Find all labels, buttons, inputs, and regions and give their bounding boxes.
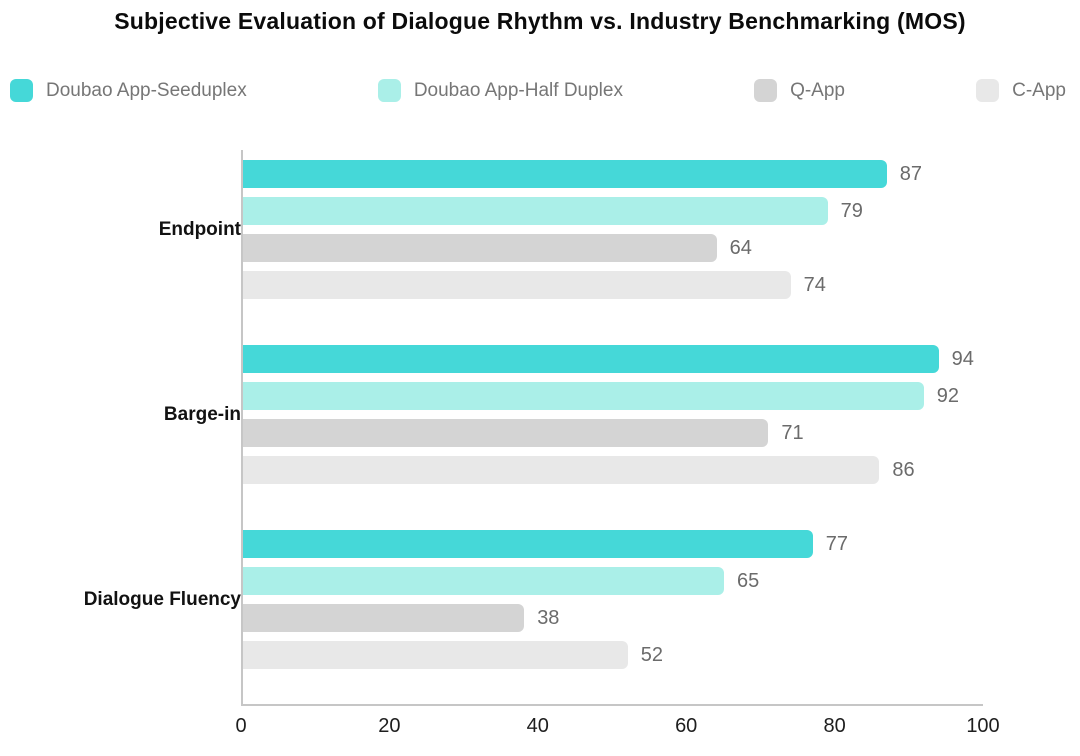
bar-endpoint-doubao-app-half-duplex: [243, 197, 828, 225]
bar-barge-in-doubao-app-seeduplex: [243, 345, 939, 373]
bar-row-barge-in-doubao-app-seeduplex: 94: [243, 345, 983, 373]
bar-row-endpoint-c-app: 74: [243, 271, 983, 299]
bar-dialogue-fluency-doubao-app-half-duplex: [243, 567, 724, 595]
value-label-endpoint-doubao-app-seeduplex: 87: [899, 162, 923, 185]
legend-label-doubao-app-half-duplex: Doubao App-Half Duplex: [413, 79, 623, 101]
x-tick-80: 80: [823, 715, 846, 737]
bar-group-dialogue-fluency: 77 65 38 52: [243, 530, 983, 669]
x-tick-0: 0: [235, 715, 247, 737]
bar-row-dialogue-fluency-doubao-app-seeduplex: 77: [243, 530, 983, 558]
plot-container: Endpoint Barge-in Dialogue Fluency 87 79 64 7…: [0, 150, 1080, 706]
legend-swatch-q-app: [754, 79, 778, 102]
bar-row-dialogue-fluency-c-app: 52: [243, 641, 983, 669]
bar-row-barge-in-doubao-app-half-duplex: 92: [243, 382, 983, 410]
x-tick-100: 100: [966, 715, 1000, 737]
bar-barge-in-q-app: [243, 419, 769, 447]
category-label-barge-in: Barge-in: [163, 403, 241, 425]
bar-row-endpoint-doubao-app-seeduplex: 87: [243, 160, 983, 188]
bar-endpoint-doubao-app-seeduplex: [243, 160, 887, 188]
bar-dialogue-fluency-q-app: [243, 604, 525, 632]
value-label-dialogue-fluency-q-app: 38: [537, 606, 560, 629]
bar-endpoint-c-app: [243, 271, 791, 299]
value-label-dialogue-fluency-doubao-app-half-duplex: 65: [737, 569, 760, 592]
bar-endpoint-q-app: [243, 234, 717, 262]
legend-label-q-app: Q-App: [790, 79, 845, 101]
bar-group-endpoint: 87 79 64 74: [243, 160, 983, 299]
value-label-endpoint-q-app: 64: [729, 236, 752, 259]
legend: Doubao App-Seeduplex Doubao App-Half Dupl…: [10, 79, 1066, 102]
legend-label-c-app: C-App: [1012, 79, 1066, 101]
value-label-barge-in-doubao-app-half-duplex: 92: [936, 384, 960, 407]
legend-item-doubao-app-seeduplex: Doubao App-Seeduplex: [10, 79, 247, 102]
value-label-barge-in-doubao-app-seeduplex: 94: [951, 347, 974, 370]
bar-barge-in-doubao-app-half-duplex: [243, 382, 924, 410]
value-label-dialogue-fluency-c-app: 52: [640, 643, 664, 666]
value-label-barge-in-c-app: 86: [892, 458, 915, 481]
value-label-endpoint-c-app: 74: [803, 273, 826, 296]
plot-area: 87 79 64 74 94 92 71 86 77 65 38 52: [241, 150, 983, 706]
value-label-endpoint-doubao-app-half-duplex: 79: [840, 199, 863, 222]
x-tick-20: 20: [378, 715, 401, 737]
value-label-dialogue-fluency-doubao-app-seeduplex: 77: [825, 532, 849, 555]
bar-dialogue-fluency-c-app: [243, 641, 628, 669]
x-tick-60: 60: [675, 715, 698, 737]
bar-row-dialogue-fluency-q-app: 38: [243, 604, 983, 632]
bar-dialogue-fluency-doubao-app-seeduplex: [243, 530, 813, 558]
bar-row-barge-in-q-app: 71: [243, 419, 983, 447]
category-axis: Endpoint Barge-in Dialogue Fluency: [0, 150, 241, 706]
bar-row-dialogue-fluency-doubao-app-half-duplex: 65: [243, 567, 983, 595]
legend-item-c-app: C-App: [976, 79, 1066, 102]
category-label-dialogue-fluency: Dialogue Fluency: [83, 588, 241, 610]
bar-row-endpoint-doubao-app-half-duplex: 79: [243, 197, 983, 225]
bar-group-barge-in: 94 92 71 86: [243, 345, 983, 484]
value-label-barge-in-q-app: 71: [781, 421, 804, 444]
x-axis: 0 20 40 60 80 100: [235, 715, 999, 749]
bar-row-barge-in-c-app: 86: [243, 456, 983, 484]
category-label-endpoint: Endpoint: [158, 218, 241, 240]
legend-item-q-app: Q-App: [754, 79, 845, 102]
legend-item-doubao-app-half-duplex: Doubao App-Half Duplex: [377, 79, 623, 102]
chart-title: Subjective Evaluation of Dialogue Rhythm…: [114, 8, 966, 34]
legend-swatch-c-app: [976, 79, 1000, 102]
bar-barge-in-c-app: [243, 456, 880, 484]
bar-row-endpoint-q-app: 64: [243, 234, 983, 262]
legend-swatch-doubao-app-half-duplex: [377, 79, 401, 102]
x-tick-40: 40: [526, 715, 549, 737]
legend-label-doubao-app-seeduplex: Doubao App-Seeduplex: [46, 79, 247, 101]
legend-swatch-doubao-app-seeduplex: [10, 79, 33, 102]
